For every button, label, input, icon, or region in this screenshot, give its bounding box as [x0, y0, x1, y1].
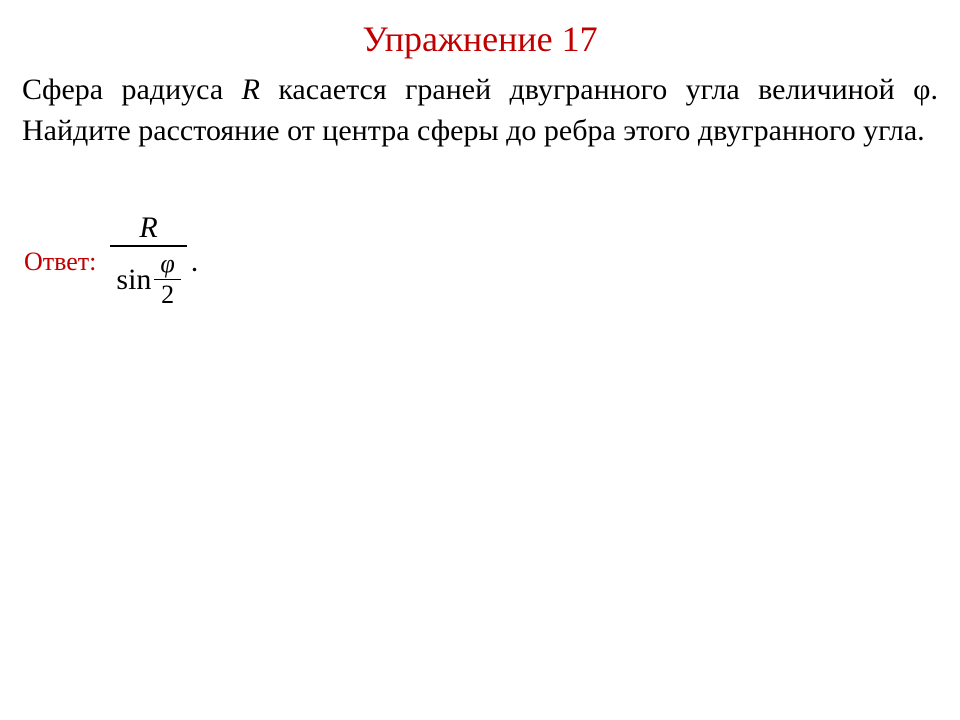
- problem-var-phi: φ: [913, 73, 930, 106]
- denominator-content: sin φ 2: [116, 249, 180, 310]
- problem-part1: Сфера радиуса: [22, 73, 242, 106]
- problem-var-R: R: [242, 73, 260, 106]
- phi-over-2: φ 2: [154, 249, 180, 310]
- title-text: Упражнение 17: [362, 19, 597, 59]
- page: Упражнение 17 Сфера радиуса R касается г…: [0, 0, 960, 720]
- answer-row: Ответ: R sin φ 2 .: [0, 211, 960, 312]
- formula-period: .: [191, 245, 199, 279]
- fraction-numerator: R: [133, 211, 163, 245]
- phi-den: 2: [155, 280, 180, 310]
- answer-label: Ответ:: [24, 247, 96, 277]
- phi-num: φ: [154, 249, 180, 279]
- answer-formula: R sin φ 2 .: [110, 211, 198, 312]
- problem-text: Сфера радиуса R касается граней двугранн…: [0, 66, 960, 151]
- fraction-denominator: sin φ 2: [110, 247, 186, 312]
- sin-function: sin: [116, 265, 151, 295]
- problem-part2: касается граней двугранного угла величин…: [260, 73, 913, 106]
- exercise-title: Упражнение 17: [0, 0, 960, 66]
- main-fraction: R sin φ 2: [110, 211, 186, 312]
